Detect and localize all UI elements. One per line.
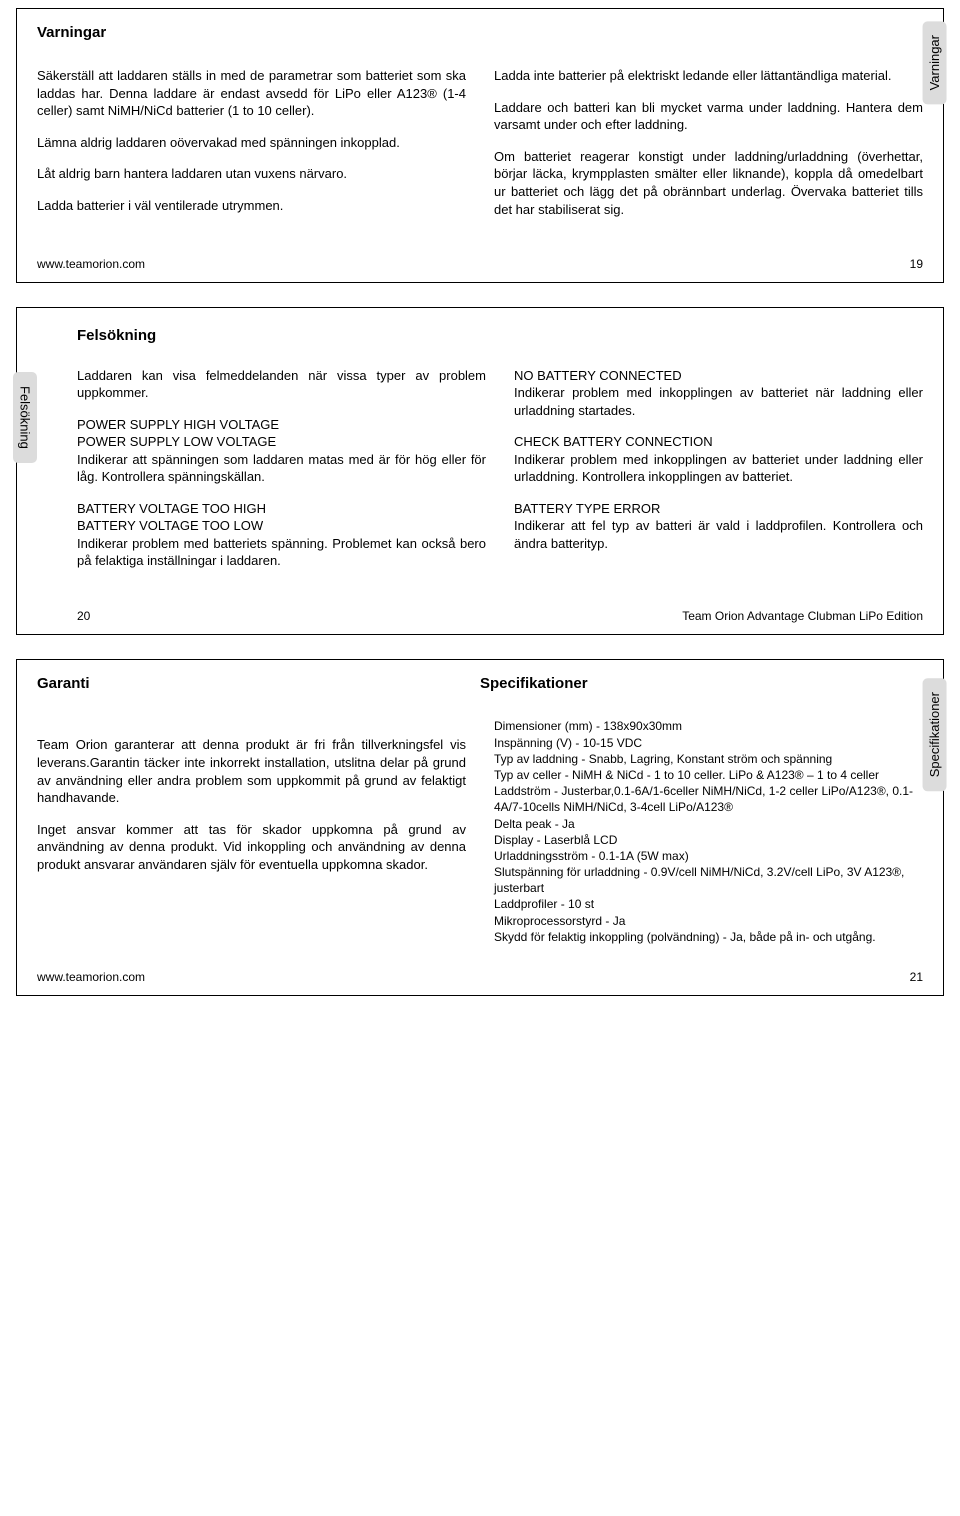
spec-row: Laddprofiler - 10 st bbox=[494, 896, 923, 912]
page-number: 20 bbox=[77, 608, 90, 624]
para: Indikerar att fel typ av batteri är vald… bbox=[514, 517, 923, 552]
spec-row: Mikroprocessorstyrd - Ja bbox=[494, 913, 923, 929]
heading-garanti: Garanti bbox=[37, 674, 480, 694]
spec-row: Typ av laddning - Snabb, Lagring, Konsta… bbox=[494, 751, 923, 767]
para: Indikerar problem med inkopplingen av ba… bbox=[514, 384, 923, 419]
col-left: Laddaren kan visa felmeddelanden när vis… bbox=[77, 367, 486, 584]
error-heading: BATTERY TYPE ERROR bbox=[514, 500, 923, 518]
page-20: Felsökning Felsökning Laddaren kan visa … bbox=[16, 307, 944, 635]
para: Låt aldrig barn hantera laddaren utan vu… bbox=[37, 165, 466, 183]
side-tab-spec: Specifikationer bbox=[923, 678, 947, 791]
para: Ladda batterier i väl ventilerade utrymm… bbox=[37, 197, 466, 215]
heading-varningar: Varningar bbox=[37, 23, 923, 43]
page-21: Specifikationer Garanti Specifikationer … bbox=[16, 659, 944, 996]
error-heading: POWER SUPPLY HIGH VOLTAGE bbox=[77, 416, 486, 434]
spec-row: Delta peak - Ja bbox=[494, 816, 923, 832]
spec-row: Slutspänning för urladdning - 0.9V/cell … bbox=[494, 864, 923, 896]
para: Laddare och batteri kan bli mycket varma… bbox=[494, 99, 923, 134]
side-tab-varningar: Varningar bbox=[923, 21, 947, 104]
footer-product: Team Orion Advantage Clubman LiPo Editio… bbox=[682, 608, 923, 624]
para: Om batteriet reagerar konstigt under lad… bbox=[494, 148, 923, 218]
spec-row: Inspänning (V) - 10-15 VDC bbox=[494, 735, 923, 751]
spec-row: Typ av celler - NiMH & NiCd - 1 to 10 ce… bbox=[494, 767, 923, 783]
footer-url: www.teamorion.com bbox=[37, 969, 145, 985]
col-right: NO BATTERY CONNECTED Indikerar problem m… bbox=[514, 367, 923, 584]
side-tab-felsokning: Felsökning bbox=[13, 372, 37, 463]
page-number: 21 bbox=[910, 969, 923, 985]
para: Laddaren kan visa felmeddelanden när vis… bbox=[77, 367, 486, 402]
footer-url: www.teamorion.com bbox=[37, 256, 145, 272]
para: Indikerar att spänningen som laddaren ma… bbox=[77, 451, 486, 486]
heading-spec: Specifikationer bbox=[480, 674, 923, 694]
spec-row: Laddström - Justerbar,0.1-6A/1-6celler N… bbox=[494, 783, 923, 815]
spec-row: Dimensioner (mm) - 138x90x30mm bbox=[494, 718, 923, 734]
para: Indikerar problem med inkopplingen av ba… bbox=[514, 451, 923, 486]
error-heading: BATTERY VOLTAGE TOO HIGH bbox=[77, 500, 486, 518]
para: Ladda inte batterier på elektriskt ledan… bbox=[494, 67, 923, 85]
col-left: Säkerställ att laddaren ställs in med de… bbox=[37, 67, 466, 232]
para: Inget ansvar kommer att tas för skador u… bbox=[37, 821, 466, 874]
spec-row: Display - Laserblå LCD bbox=[494, 832, 923, 848]
error-heading: NO BATTERY CONNECTED bbox=[514, 367, 923, 385]
para: Säkerställ att laddaren ställs in med de… bbox=[37, 67, 466, 120]
page-19: Varningar Varningar Säkerställ att ladda… bbox=[16, 8, 944, 283]
error-heading: CHECK BATTERY CONNECTION bbox=[514, 433, 923, 451]
heading-felsokning: Felsökning bbox=[77, 326, 923, 346]
error-heading: BATTERY VOLTAGE TOO LOW bbox=[77, 517, 486, 535]
spec-row: Urladdningsström - 0.1-1A (5W max) bbox=[494, 848, 923, 864]
para: Lämna aldrig laddaren oövervakad med spä… bbox=[37, 134, 466, 152]
col-left: Team Orion garanterar att denna produkt … bbox=[37, 718, 466, 945]
error-heading: POWER SUPPLY LOW VOLTAGE bbox=[77, 433, 486, 451]
spec-row: Skydd för felaktig inkoppling (polvändni… bbox=[494, 929, 923, 945]
col-right: Ladda inte batterier på elektriskt ledan… bbox=[494, 67, 923, 232]
para: Indikerar problem med batteriets spännin… bbox=[77, 535, 486, 570]
para: Team Orion garanterar att denna produkt … bbox=[37, 736, 466, 806]
page-number: 19 bbox=[910, 256, 923, 272]
col-right-specs: Dimensioner (mm) - 138x90x30mm Inspännin… bbox=[494, 718, 923, 945]
